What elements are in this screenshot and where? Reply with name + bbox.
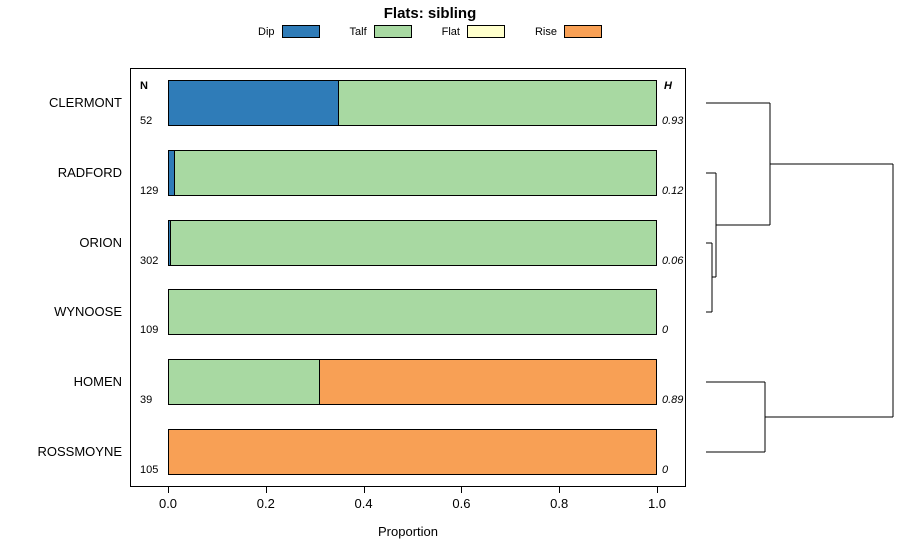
bar-segment-dip — [168, 79, 339, 126]
bar-wynoose — [168, 289, 657, 336]
bar-segment-talf — [171, 219, 657, 266]
chart-title: Flats: sibling — [383, 5, 477, 22]
h-value: 0 — [662, 464, 669, 477]
h-value: 0.93 — [662, 114, 684, 127]
legend-item-flat: Flat — [442, 25, 505, 38]
n-value: 109 — [140, 324, 159, 337]
bar-segment-rise — [320, 359, 657, 406]
x-tick-mark — [265, 487, 267, 493]
x-tick-mark — [461, 487, 463, 493]
bar-segment-rise — [168, 429, 657, 476]
x-tick-label: 1.0 — [647, 496, 667, 511]
bar-segment-talf — [168, 289, 657, 336]
n-value: 52 — [140, 114, 153, 127]
plot-area — [130, 68, 686, 487]
bar-segment-talf — [168, 359, 320, 406]
x-tick-mark — [559, 487, 561, 493]
bar-orion — [168, 219, 657, 266]
bar-segment-dip — [168, 149, 175, 196]
category-label-radford: RADFORD — [57, 164, 122, 180]
legend-swatch — [281, 25, 320, 38]
h-value: 0.12 — [662, 184, 684, 197]
bar-rossmoyne — [168, 429, 657, 476]
n-value: 105 — [140, 464, 159, 477]
bar-homen — [168, 359, 657, 406]
x-tick-mark — [657, 487, 658, 493]
bar-clermont — [168, 79, 657, 126]
legend-label: Flat — [441, 25, 460, 38]
category-label-clermont: CLERMONT — [49, 94, 122, 110]
legend-label: Rise — [534, 25, 557, 38]
x-tick-mark — [363, 487, 365, 493]
x-tick-label: 0.6 — [452, 496, 471, 511]
bar-radford — [168, 149, 657, 196]
h-value: 0.06 — [662, 254, 684, 267]
legend-label: Dip — [258, 25, 275, 38]
legend-item-talf: Talf — [350, 25, 412, 38]
legend-item-dip: Dip — [258, 25, 320, 38]
n-column-header: N — [140, 80, 148, 92]
legend: Dip Talf Flat Rise — [0, 25, 860, 38]
category-label-homen: HOMEN — [73, 374, 122, 390]
h-value: 0.89 — [662, 394, 684, 407]
x-axis-label: Proportion — [378, 524, 438, 539]
legend-swatch — [466, 25, 505, 38]
bar-segment-dip — [168, 219, 171, 266]
category-label-wynoose: WYNOOSE — [54, 304, 122, 320]
legend-swatch — [564, 25, 602, 38]
bar-segment-talf — [175, 149, 657, 196]
h-value: 0 — [662, 324, 669, 337]
x-tick-label: 0.8 — [550, 496, 569, 511]
h-column-header: H — [664, 80, 672, 92]
n-value: 39 — [140, 394, 153, 407]
x-tick-label: 0.0 — [158, 496, 178, 511]
x-tick-label: 0.4 — [354, 496, 373, 511]
x-tick-mark — [168, 487, 169, 493]
category-label-orion: ORION — [79, 234, 122, 250]
legend-item-rise: Rise — [535, 25, 602, 38]
legend-swatch — [373, 25, 412, 38]
n-value: 129 — [140, 184, 159, 197]
category-label-rossmoyne: ROSSMOYNE — [37, 444, 122, 460]
n-value: 302 — [140, 254, 159, 267]
x-tick-label: 0.2 — [256, 496, 275, 511]
legend-label: Talf — [349, 25, 367, 38]
bar-segment-talf — [339, 79, 657, 126]
